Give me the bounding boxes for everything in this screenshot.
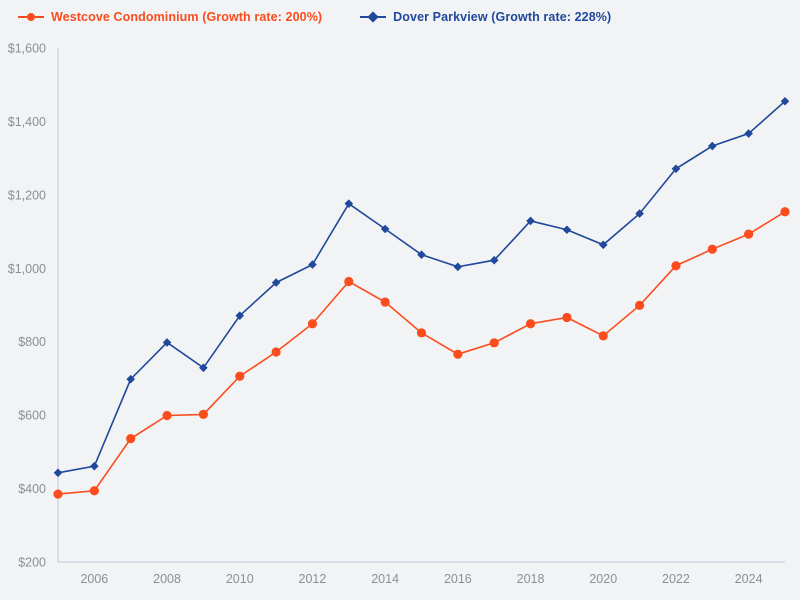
x-axis-tick-label: 2008 [153,572,181,586]
x-axis-tick-label: 2014 [371,572,399,586]
data-point-marker[interactable] [489,338,499,348]
data-point-marker[interactable] [671,164,681,174]
y-axis-tick-label: $1,000 [8,262,46,276]
circle-marker-icon [18,11,44,23]
y-axis-tick-label: $1,600 [8,42,46,56]
chart-legend: Westcove Condominium (Growth rate: 200%)… [0,0,800,34]
data-point-marker[interactable] [453,349,463,359]
legend-item-westcove-condominium[interactable]: Westcove Condominium (Growth rate: 200%) [18,10,322,24]
series-dover-parkview [53,96,790,478]
data-point-marker[interactable] [53,489,63,499]
y-axis-tick-label: $600 [18,409,46,423]
y-axis-tick-label: $1,400 [8,115,46,129]
data-point-marker[interactable] [271,347,281,357]
x-axis-tick-label: 2024 [735,572,763,586]
x-axis-tick-label: 2006 [80,572,108,586]
legend-item-dover-parkview[interactable]: Dover Parkview (Growth rate: 228%) [360,10,611,24]
y-axis-tick-label: $400 [18,482,46,496]
data-point-marker[interactable] [744,129,753,138]
data-point-marker[interactable] [562,312,572,323]
data-point-marker[interactable] [199,363,208,373]
data-point-marker[interactable] [162,410,172,421]
data-point-marker[interactable] [53,468,63,478]
legend-label-westcove-condominium: Westcove Condominium (Growth rate: 200%) [51,10,323,24]
data-point-marker[interactable] [526,216,535,226]
data-point-marker[interactable] [416,328,427,338]
data-point-marker[interactable] [417,250,426,259]
data-point-marker[interactable] [562,225,572,235]
data-point-marker[interactable] [235,311,245,320]
data-point-marker[interactable] [307,319,318,329]
series-westcove-condominium [53,207,790,499]
x-axis-tick-label: 2016 [444,572,472,586]
data-point-marker[interactable] [489,255,499,265]
x-axis-tick-label: 2010 [226,572,254,586]
data-point-marker[interactable] [126,434,136,444]
legend-label-dover-parkview: Dover Parkview (Growth rate: 228%) [393,10,612,24]
data-point-marker[interactable] [707,244,717,254]
data-point-marker[interactable] [525,319,536,329]
data-point-marker[interactable] [162,338,172,347]
data-point-marker[interactable] [380,297,390,307]
x-axis-tick-label: 2012 [299,572,327,586]
data-point-marker[interactable] [598,240,608,250]
data-point-marker[interactable] [744,229,754,239]
data-point-marker[interactable] [308,260,317,269]
data-point-marker[interactable] [635,209,644,218]
data-point-marker[interactable] [89,486,99,496]
data-point-marker[interactable] [635,300,645,310]
data-point-marker[interactable] [380,224,390,234]
x-axis-tick-label: 2018 [517,572,545,586]
data-point-marker[interactable] [780,96,790,106]
data-point-marker[interactable] [671,261,681,271]
data-point-marker[interactable] [708,141,717,151]
x-axis-tick-label: 2022 [662,572,690,586]
data-point-marker[interactable] [344,199,354,208]
data-point-marker[interactable] [271,278,281,287]
data-point-marker[interactable] [90,461,99,471]
data-point-marker[interactable] [126,374,135,384]
data-point-marker[interactable] [780,207,790,217]
y-axis-tick-label: $1,200 [8,188,46,202]
y-axis-tick-label: $800 [18,335,46,349]
data-point-marker[interactable] [598,331,608,341]
data-point-marker[interactable] [198,409,208,420]
x-axis-tick-label: 2020 [589,572,617,586]
y-axis-tick-label: $200 [18,556,46,570]
data-point-marker[interactable] [453,262,463,272]
diamond-marker-icon [360,11,387,23]
data-point-marker[interactable] [235,371,245,381]
data-point-marker[interactable] [344,276,354,287]
